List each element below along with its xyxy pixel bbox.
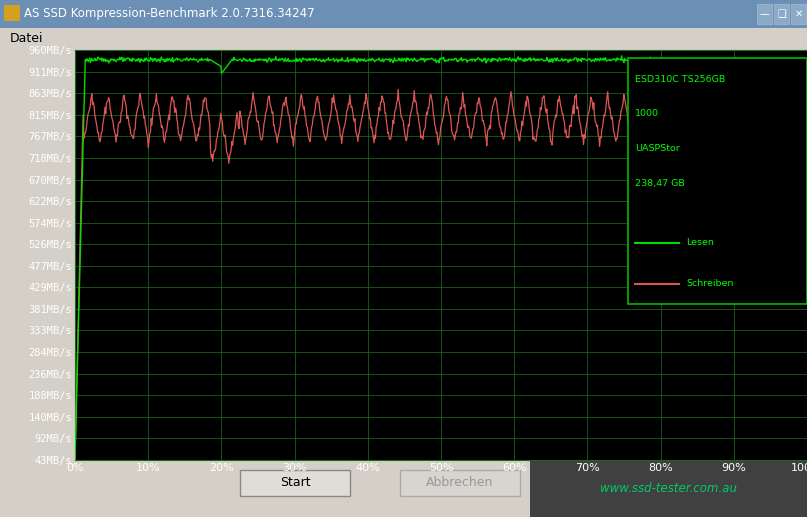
Bar [757,4,772,24]
Text: ✕: ✕ [794,9,803,19]
Text: AS SSD Kompression-Benchmark 2.0.7316.34247: AS SSD Kompression-Benchmark 2.0.7316.34… [24,8,315,21]
Bar [774,4,789,24]
FancyBboxPatch shape [628,58,807,304]
Text: Abbrechen: Abbrechen [426,477,494,490]
Bar [530,460,807,517]
Text: 238,47 GB: 238,47 GB [635,179,684,188]
Bar [4,5,20,21]
Text: ESD310C TS256GB: ESD310C TS256GB [635,74,725,84]
Text: UASPStor: UASPStor [635,144,679,154]
Text: Start: Start [280,477,311,490]
Text: —: — [759,9,769,19]
Text: ❑: ❑ [777,9,786,19]
Bar [0,28,807,50]
Text: 1000: 1000 [635,110,659,118]
Text: www.ssd-tester.com.au: www.ssd-tester.com.au [600,482,737,495]
FancyBboxPatch shape [400,470,520,496]
FancyBboxPatch shape [240,470,350,496]
Bar [791,4,806,24]
Bar [0,0,807,28]
Text: Datei: Datei [10,33,44,45]
Text: Lesen: Lesen [686,238,714,247]
Bar [0,460,807,517]
Text: Schreiben: Schreiben [686,279,734,288]
